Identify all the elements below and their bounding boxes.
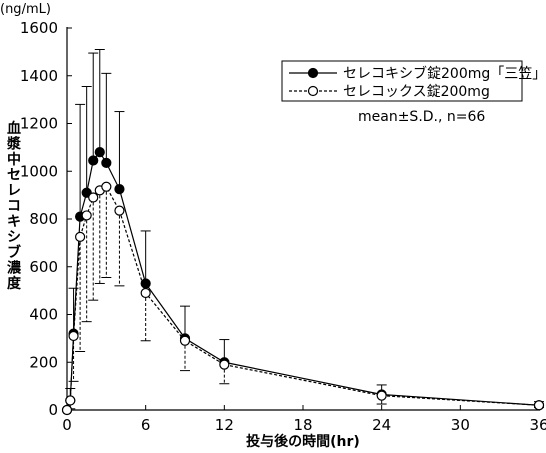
legend-label: セレコキシブ錠200mg「三笠」 — [343, 65, 546, 82]
data-point — [65, 395, 76, 406]
data-point — [101, 181, 112, 192]
y-unit-label: (ng/mL) — [0, 2, 51, 17]
y-tick-label: 400 — [29, 306, 58, 324]
y-tick-label: 1400 — [20, 67, 58, 85]
data-point — [88, 155, 99, 166]
x-tick-label: 6 — [141, 416, 151, 434]
series-line — [66, 185, 540, 411]
y-ticks: 0 200 400 600 800 1000 1200 1400 1600 — [20, 19, 72, 419]
data-point — [81, 210, 92, 221]
data-point — [75, 231, 86, 243]
y-axis-title: 血漿中セレコキシブ濃度 — [6, 120, 22, 292]
legend-box — [281, 60, 523, 102]
legend-label: セレコックス錠200mg — [343, 84, 490, 100]
data-point — [68, 330, 79, 342]
series-line — [66, 151, 540, 411]
x-tick-label: 36 — [529, 416, 546, 434]
y-tick-label: 800 — [29, 210, 58, 228]
data-point — [533, 400, 545, 411]
x-tick-label: 18 — [293, 416, 312, 434]
x-tick-label: 12 — [215, 416, 234, 434]
y-tick-label: 1200 — [20, 115, 58, 133]
x-tick-label: 24 — [372, 416, 391, 434]
data-point — [61, 404, 73, 416]
data-point — [94, 147, 105, 158]
y-tick-label: 0 — [48, 401, 58, 419]
data-point — [219, 359, 230, 370]
data-point — [179, 335, 191, 346]
data-point — [114, 184, 125, 195]
y-tick-label: 1000 — [20, 162, 58, 180]
data-point — [88, 192, 99, 203]
x-ticks: 0 6 12 18 24 30 36 — [62, 405, 546, 434]
data-point — [140, 287, 151, 299]
data-point — [114, 205, 125, 216]
legend-marker — [307, 85, 319, 97]
series-2 — [61, 181, 545, 416]
x-axis-title: 投与後の時間(hr) — [246, 433, 360, 450]
y-tick-label: 200 — [29, 353, 58, 371]
data-point — [376, 390, 387, 401]
x-tick-label: 30 — [451, 416, 470, 434]
legend-marker — [307, 67, 319, 79]
series-layer — [61, 48, 545, 416]
series-1 — [61, 48, 545, 416]
legend: セレコキシブ錠200mg「三笠」セレコックス錠200mg — [281, 60, 546, 102]
y-tick-label: 600 — [29, 258, 58, 276]
data-point — [101, 157, 112, 168]
stats-annotation: mean±S.D., n=66 — [358, 109, 485, 125]
y-tick-label: 1600 — [20, 19, 58, 37]
x-tick-label: 0 — [62, 416, 72, 434]
